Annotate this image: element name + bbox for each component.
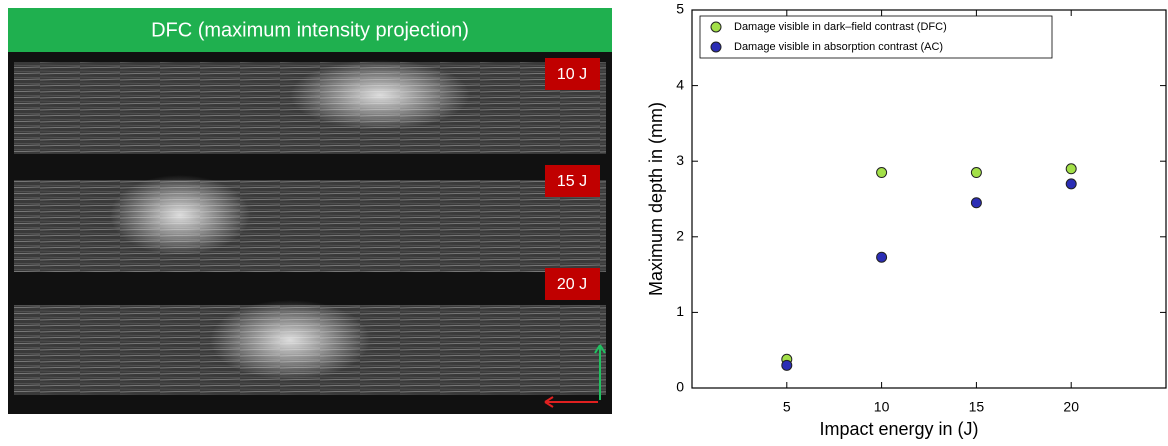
damage bbox=[210, 300, 370, 380]
figure: DFC (maximum intensity projection) 10 J … bbox=[0, 0, 1168, 441]
point bbox=[971, 198, 981, 208]
energy-label: 20 J bbox=[557, 276, 587, 293]
x-tick-label: 10 bbox=[874, 399, 890, 415]
damage bbox=[110, 175, 250, 255]
point bbox=[1066, 164, 1076, 174]
legend-label: Damage visible in dark–field contrast (D… bbox=[734, 21, 947, 33]
image-panel: DFC (maximum intensity projection) 10 J … bbox=[8, 8, 612, 414]
energy-label: 15 J bbox=[557, 173, 587, 190]
legend-label: Damage visible in absorption contrast (A… bbox=[734, 41, 943, 53]
panel-title: DFC (maximum intensity projection) bbox=[151, 19, 469, 41]
point bbox=[877, 168, 887, 178]
point bbox=[971, 168, 981, 178]
point bbox=[782, 360, 792, 370]
page: DFC (maximum intensity projection) 10 J … bbox=[0, 0, 1168, 441]
x-axis-label: Impact energy in (J) bbox=[819, 419, 978, 439]
energy-label: 10 J bbox=[557, 66, 587, 83]
scatter-plot: 0 1 2 3 4 5 5 10 15 20 Impact energy in (J) Maximum… bbox=[646, 1, 1166, 439]
strip bbox=[14, 180, 606, 272]
x-tick-label: 15 bbox=[969, 399, 985, 415]
y-tick-label: 0 bbox=[676, 379, 684, 395]
y-tick-label: 1 bbox=[676, 303, 684, 319]
plot-frame bbox=[692, 10, 1166, 388]
y-axis-label: Maximum depth in (mm) bbox=[646, 102, 666, 296]
y-tick-label: 3 bbox=[676, 152, 684, 168]
x-tick-label: 5 bbox=[783, 399, 791, 415]
y-tick-label: 4 bbox=[676, 76, 684, 92]
y-tick-label: 5 bbox=[676, 1, 684, 17]
damage bbox=[290, 60, 470, 130]
point bbox=[1066, 179, 1076, 189]
legend-marker bbox=[711, 42, 721, 52]
point bbox=[877, 252, 887, 262]
y-tick-label: 2 bbox=[676, 228, 684, 244]
legend-marker bbox=[711, 22, 721, 32]
x-tick-label: 20 bbox=[1063, 399, 1079, 415]
